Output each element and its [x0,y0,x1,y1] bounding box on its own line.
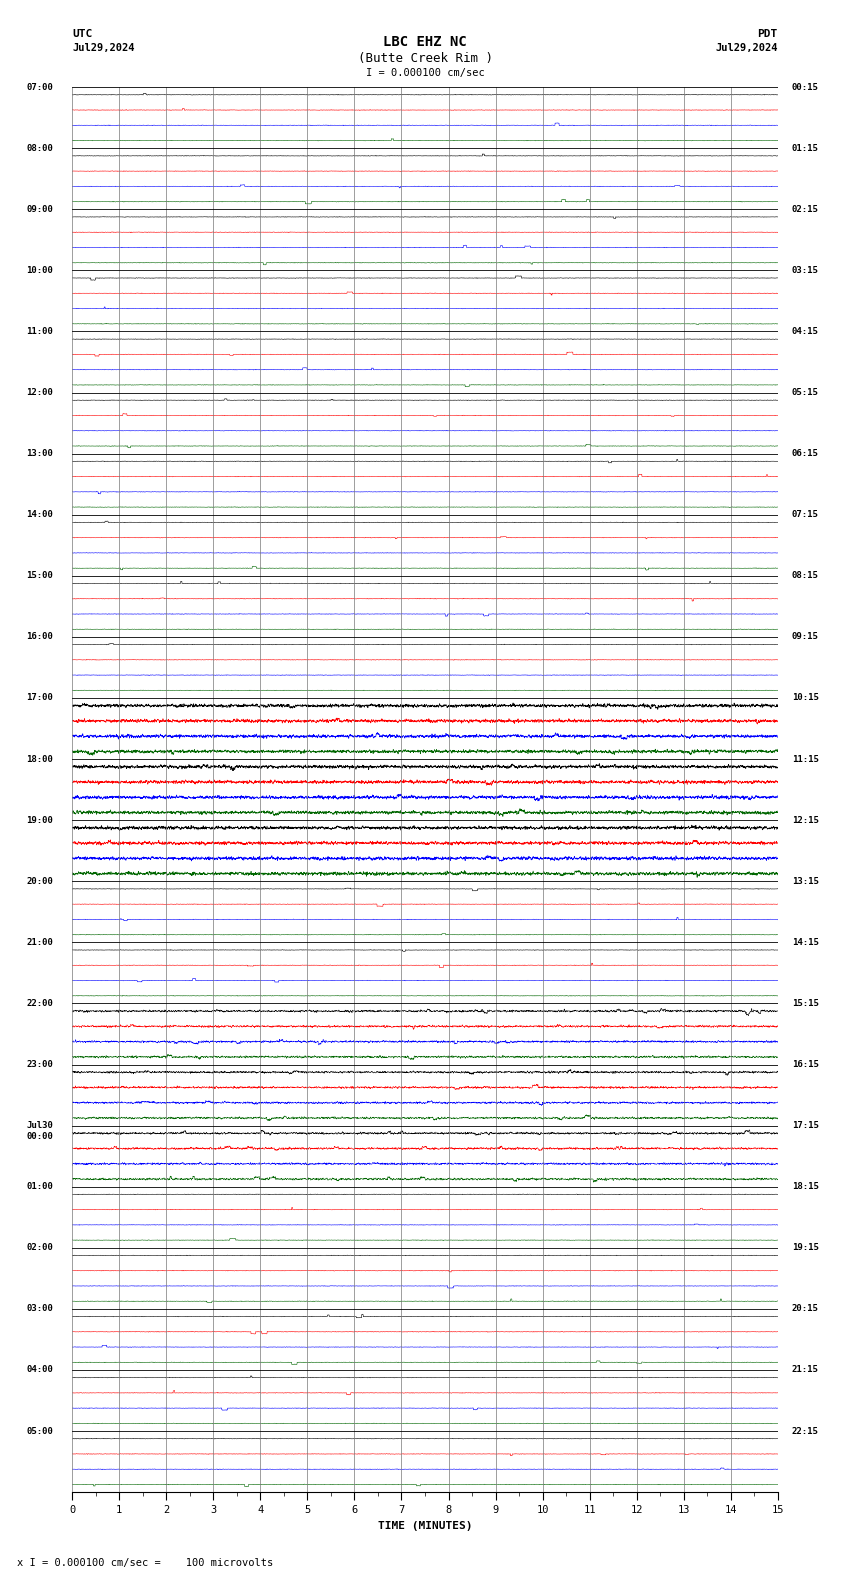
Text: (Butte Creek Rim ): (Butte Creek Rim ) [358,52,492,65]
Text: 04:15: 04:15 [792,326,819,336]
Text: Jul29,2024: Jul29,2024 [715,43,778,52]
Text: 08:15: 08:15 [792,572,819,580]
Text: 07:15: 07:15 [792,510,819,520]
Text: 02:15: 02:15 [792,204,819,214]
Text: 16:15: 16:15 [792,1060,819,1069]
Text: 17:00: 17:00 [26,694,54,702]
Text: 09:15: 09:15 [792,632,819,642]
Text: PDT: PDT [757,29,778,38]
Text: 09:00: 09:00 [26,204,54,214]
Text: 14:15: 14:15 [792,938,819,947]
Text: 13:15: 13:15 [792,878,819,885]
Text: 10:15: 10:15 [792,694,819,702]
Text: 18:00: 18:00 [26,754,54,763]
Text: 15:15: 15:15 [792,1000,819,1007]
Text: 19:15: 19:15 [792,1243,819,1253]
Text: x I = 0.000100 cm/sec =    100 microvolts: x I = 0.000100 cm/sec = 100 microvolts [17,1559,273,1568]
Text: 10:00: 10:00 [26,266,54,276]
Text: 01:00: 01:00 [26,1182,54,1191]
Text: 14:00: 14:00 [26,510,54,520]
Text: 04:00: 04:00 [26,1365,54,1375]
Text: 06:15: 06:15 [792,450,819,458]
Text: 22:15: 22:15 [792,1427,819,1435]
Text: 19:00: 19:00 [26,816,54,825]
Text: Jul30: Jul30 [26,1121,54,1129]
Text: 05:00: 05:00 [26,1427,54,1435]
Text: 15:00: 15:00 [26,572,54,580]
Text: 16:00: 16:00 [26,632,54,642]
Text: 05:15: 05:15 [792,388,819,398]
Text: 07:00: 07:00 [26,82,54,92]
Text: 20:00: 20:00 [26,878,54,885]
Text: 17:15: 17:15 [792,1121,819,1129]
Text: 11:00: 11:00 [26,326,54,336]
Text: UTC: UTC [72,29,93,38]
Text: 20:15: 20:15 [792,1304,819,1313]
Text: 21:00: 21:00 [26,938,54,947]
Text: 00:00: 00:00 [26,1133,54,1140]
Text: 01:15: 01:15 [792,144,819,152]
Text: 21:15: 21:15 [792,1365,819,1375]
Text: I = 0.000100 cm/sec: I = 0.000100 cm/sec [366,68,484,78]
Text: 00:15: 00:15 [792,82,819,92]
Text: 13:00: 13:00 [26,450,54,458]
Text: 03:00: 03:00 [26,1304,54,1313]
Text: 18:15: 18:15 [792,1182,819,1191]
Text: LBC EHZ NC: LBC EHZ NC [383,35,467,49]
Text: 12:00: 12:00 [26,388,54,398]
Text: 08:00: 08:00 [26,144,54,152]
Text: 03:15: 03:15 [792,266,819,276]
X-axis label: TIME (MINUTES): TIME (MINUTES) [377,1521,473,1530]
Text: 12:15: 12:15 [792,816,819,825]
Text: 11:15: 11:15 [792,754,819,763]
Text: 02:00: 02:00 [26,1243,54,1253]
Text: 23:00: 23:00 [26,1060,54,1069]
Text: 22:00: 22:00 [26,1000,54,1007]
Text: Jul29,2024: Jul29,2024 [72,43,135,52]
